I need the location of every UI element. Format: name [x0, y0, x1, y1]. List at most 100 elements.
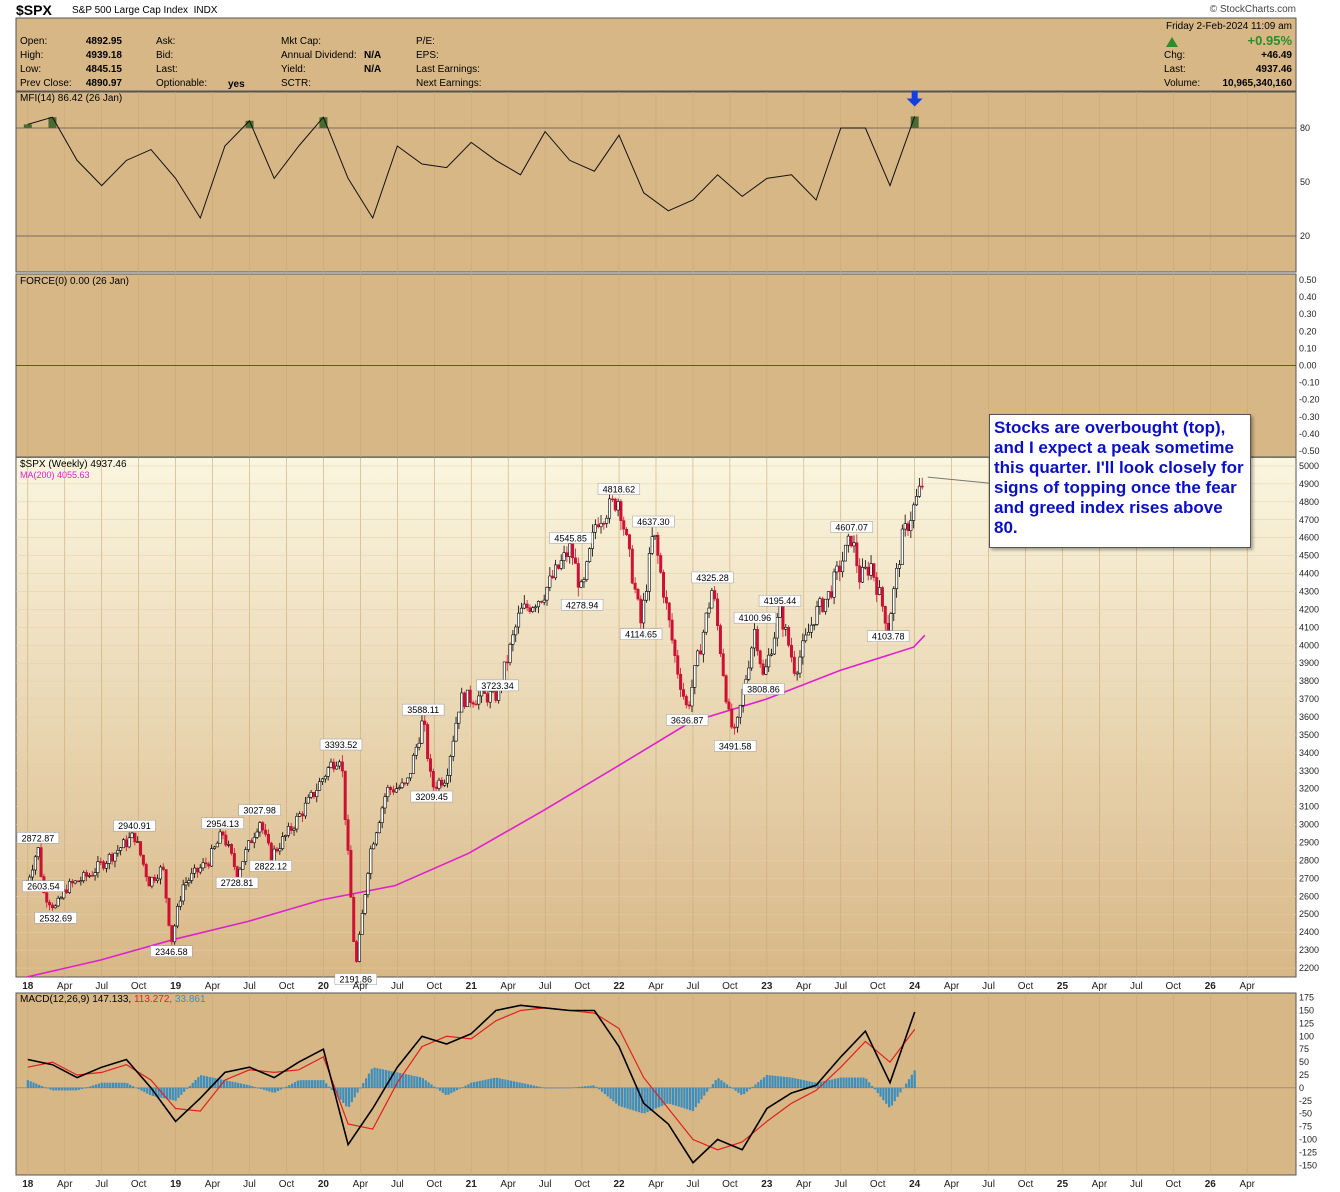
- candle-body: [704, 612, 708, 633]
- macd-histogram-bar: [555, 1087, 558, 1089]
- macd-histogram-bar: [185, 1087, 189, 1089]
- candle-body: [320, 778, 324, 782]
- macd-histogram-bar: [723, 1082, 726, 1088]
- optionable-label: Optionable:: [156, 78, 208, 89]
- up-triangle-icon: [1166, 37, 1178, 47]
- macd-histogram-bar: [708, 1087, 712, 1089]
- macd-histogram-bar: [256, 1087, 260, 1089]
- macd-histogram-bar: [191, 1082, 194, 1088]
- ask-label: Ask:: [156, 36, 176, 47]
- macd-histogram-bar: [148, 1087, 152, 1096]
- candle-body: [519, 607, 523, 614]
- candle-body: [426, 724, 430, 759]
- price-label-text: 3723.34: [481, 681, 514, 691]
- macd-histogram-bar: [686, 1087, 689, 1110]
- price-tick-label: 3600: [1299, 712, 1319, 722]
- candle-body: [676, 655, 680, 675]
- price-tick-label: 3900: [1299, 658, 1319, 668]
- candle-body: [104, 863, 108, 869]
- macd-histogram-bar: [129, 1084, 132, 1088]
- candle-body: [556, 564, 560, 569]
- candle-body: [798, 656, 802, 674]
- force-tick-label: -0.50: [1299, 446, 1320, 456]
- macd-tick-label: 125: [1299, 1018, 1314, 1028]
- candle-body: [662, 572, 666, 598]
- macd-histogram-bar: [669, 1087, 672, 1104]
- price-label-box: [597, 483, 641, 495]
- time-axis-label: Oct: [722, 981, 738, 992]
- high-value: 4939.18: [85, 50, 122, 61]
- macd-histogram-bar: [689, 1087, 692, 1111]
- candle-body: [906, 523, 910, 532]
- candle-body: [630, 548, 634, 584]
- macd-histogram-bar: [649, 1087, 652, 1111]
- candle-body: [247, 840, 251, 850]
- candle-body: [235, 866, 239, 879]
- candle-body: [33, 856, 37, 871]
- macd-histogram-bar: [276, 1087, 280, 1092]
- macd-histogram-bar: [83, 1087, 86, 1089]
- macd-histogram-bar: [94, 1084, 98, 1088]
- macd-histogram-bar: [885, 1087, 888, 1104]
- macd-histogram-bar: [492, 1077, 496, 1088]
- mfi-line: [27, 116, 916, 220]
- mfi-overbought-fill: [910, 116, 919, 128]
- macd-histogram-bar: [285, 1086, 288, 1088]
- macd-histogram-bar: [35, 1083, 38, 1088]
- macd-histogram-bar: [330, 1087, 334, 1090]
- macd-histogram-bar: [29, 1081, 32, 1088]
- macd-histogram-bar: [671, 1087, 675, 1105]
- time-axis-label: 20: [318, 981, 330, 992]
- last-label: Last:: [156, 64, 178, 75]
- macd-histogram-bar: [279, 1087, 282, 1090]
- macd-histogram-bar: [421, 1078, 425, 1088]
- time-axis-label: 20: [318, 1179, 330, 1190]
- macd-tick-label: -50: [1299, 1109, 1312, 1119]
- candle-body: [465, 689, 469, 708]
- candle-body: [747, 667, 751, 680]
- macd-histogram-bar: [910, 1074, 913, 1088]
- macd-histogram-bar: [890, 1087, 894, 1106]
- candle-body: [821, 598, 825, 612]
- candle-body: [656, 534, 660, 556]
- candle-body: [471, 702, 475, 705]
- time-axis-label: Apr: [648, 1179, 664, 1190]
- macd-histogram-bar: [896, 1087, 899, 1097]
- macd-histogram-bar: [265, 1087, 268, 1091]
- candle-body: [571, 543, 575, 559]
- candle-body: [690, 687, 694, 707]
- candle-body: [147, 876, 151, 887]
- candle-body: [161, 866, 165, 870]
- macd-histogram-bar: [123, 1082, 126, 1088]
- macd-histogram-bar: [305, 1080, 308, 1088]
- candle-body: [315, 790, 319, 797]
- time-axis-label: Oct: [131, 1179, 147, 1190]
- macd-histogram-bar: [328, 1086, 331, 1088]
- candle-body: [576, 563, 580, 588]
- time-axis-label: 25: [1057, 1179, 1069, 1190]
- macd-histogram-bar: [635, 1087, 638, 1112]
- macd-histogram-bar: [720, 1080, 723, 1088]
- macd-histogram-bar: [797, 1078, 800, 1088]
- candle-body: [96, 861, 100, 873]
- time-axis-label: Apr: [500, 981, 516, 992]
- macd-histogram-bar: [595, 1086, 598, 1088]
- macd-histogram-bar: [490, 1078, 493, 1088]
- force-tick-label: 0.50: [1299, 275, 1317, 285]
- candle-body: [295, 816, 299, 830]
- candle-body: [99, 861, 103, 863]
- price-tick-label: 4400: [1299, 569, 1319, 579]
- candle-body: [272, 848, 276, 862]
- force-tick-label: -0.20: [1299, 395, 1320, 405]
- macd-histogram-bar: [200, 1075, 203, 1088]
- time-axis-label: 19: [170, 1179, 182, 1190]
- macd-histogram-bar: [168, 1087, 172, 1100]
- macd-histogram-bar: [271, 1087, 274, 1093]
- candle-body: [568, 543, 572, 557]
- time-axis-label: Apr: [1092, 1179, 1108, 1190]
- price-label-text: 4103.78: [872, 632, 905, 642]
- candle-body: [116, 850, 120, 854]
- force-tick-label: -0.40: [1299, 429, 1320, 439]
- candle-body: [599, 522, 603, 528]
- macd-histogram-bar: [336, 1087, 339, 1097]
